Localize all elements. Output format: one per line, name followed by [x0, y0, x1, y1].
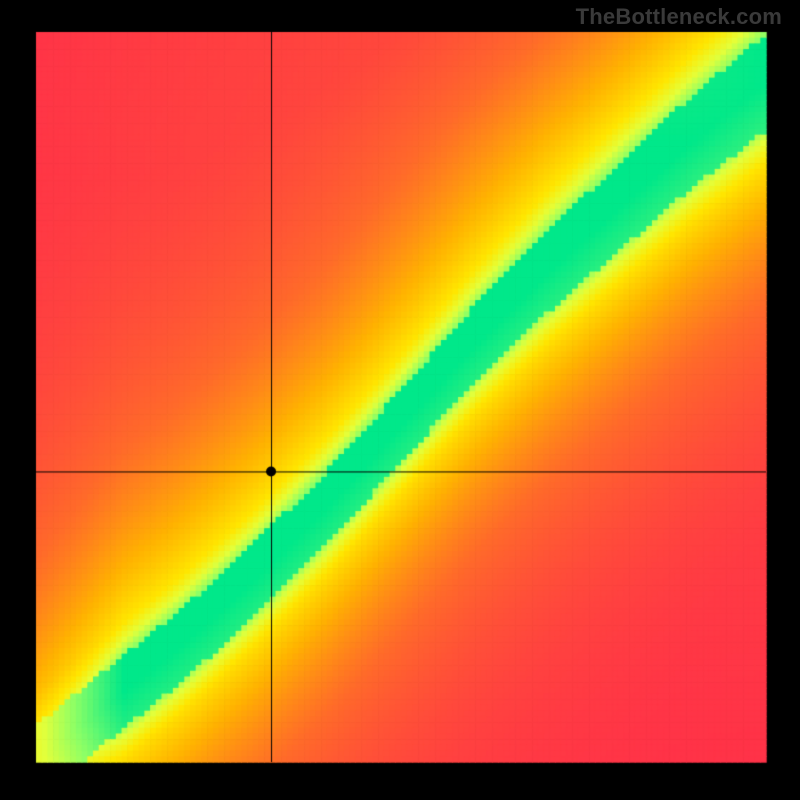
- bottleneck-heatmap: [0, 0, 800, 800]
- chart-stage: TheBottleneck.com: [0, 0, 800, 800]
